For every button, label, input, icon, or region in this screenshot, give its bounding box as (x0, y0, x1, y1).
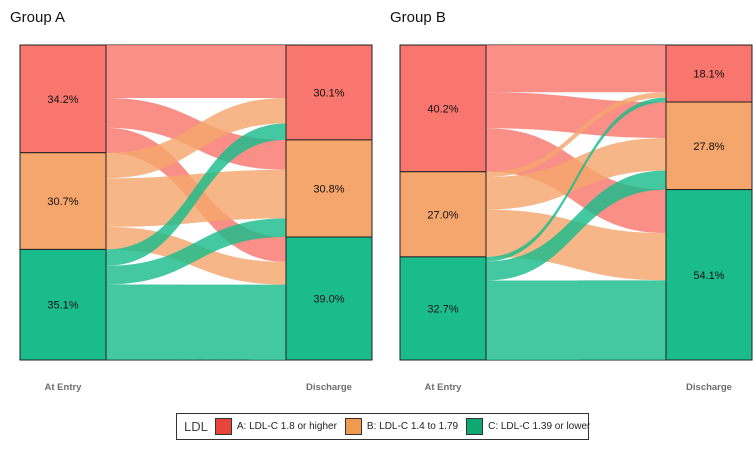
panel-2-entry-bar-b (399, 171, 487, 258)
panel-1-discharge-bar-a (285, 44, 373, 141)
panel-1-entry-label-b: 30.7% (47, 196, 78, 208)
legend-item-b: B: LDL-C 1.4 to 1.79 (344, 418, 459, 435)
panel-1-flow-c-to-a (106, 123, 286, 266)
panel-1-entry-label-a: 34.2% (47, 94, 78, 106)
panel-2-flow-b-to-c (486, 209, 666, 281)
panel-1-entry-label-c: 35.1% (47, 300, 78, 312)
panel-1-discharge-label-b: 30.8% (313, 183, 344, 195)
panel-2-entry-label-b: 27.0% (427, 209, 458, 221)
panel-2-flow-c-to-a (486, 97, 666, 262)
panel-1-entry-bar-a (19, 44, 107, 154)
panel-1-discharge-label-c: 39.0% (313, 294, 344, 306)
panel-1-discharge-bar-c (285, 236, 373, 361)
panel-2-flow-a-to-a (486, 45, 666, 93)
legend-swatch-b (344, 418, 362, 435)
panel-2-entry-label-a: 40.2% (427, 103, 458, 115)
legend-item-a: A: LDL-C 1.8 or higher (214, 418, 337, 435)
legend-label-c: C: LDL-C 1.39 or lower (488, 421, 591, 432)
legend-swatch-a (214, 418, 232, 435)
panel-2-discharge-label-c: 54.1% (693, 270, 724, 282)
panel-2-xlabel-entry: At Entry (425, 382, 463, 393)
panel-1-flow-c-to-b (106, 218, 286, 285)
panel-2-flow-c-to-c (486, 280, 666, 360)
panel-2-flow-b-to-a (486, 92, 666, 178)
panel-2-entry-label-c: 32.7% (427, 303, 458, 315)
legend-label-b: B: LDL-C 1.4 to 1.79 (366, 421, 459, 432)
panel-2-entry-bar-c (399, 256, 487, 361)
panel-2-flow-c-to-b (486, 170, 666, 281)
panel-2-flow-b-to-b (486, 137, 666, 210)
panel-1-discharge-label-a: 30.1% (313, 87, 344, 99)
panel-2-xlabel-discharge: Discharge (686, 382, 732, 393)
panel-1-title: Group A (10, 9, 65, 26)
legend-label-a: A: LDL-C 1.8 or higher (236, 421, 337, 432)
panel-2-discharge-bar-c (665, 189, 753, 361)
panel-2-discharge-label-a: 18.1% (693, 69, 724, 81)
legend-title: LDL (184, 419, 208, 434)
panel-2-discharge-label-b: 27.8% (693, 141, 724, 153)
panel-2-discharge-bar-b (665, 101, 753, 191)
panel-1-flow-b-to-a (106, 97, 286, 179)
legend-item-c: C: LDL-C 1.39 or lower (466, 418, 590, 435)
panel-1-xlabel-entry: At Entry (45, 382, 83, 393)
legend: LDL A: LDL-C 1.8 or higher B: LDL-C 1.4 … (176, 413, 590, 440)
legend-swatch-c (466, 418, 484, 435)
panel-2-discharge-bar-a (665, 44, 753, 103)
panel-1-flow-c-to-c (106, 284, 286, 360)
panel-1-flow-a-to-a (106, 45, 286, 98)
panel-2-title: Group B (390, 9, 446, 26)
panel-1-xlabel-discharge: Discharge (306, 382, 352, 393)
panel-1-entry-bar-c (19, 248, 107, 361)
panel-2-entry-bar-a (399, 44, 487, 173)
panel-1-discharge-bar-b (285, 139, 373, 238)
panel-1-entry-bar-b (19, 152, 107, 250)
alluvial-chart: Group A 34.2% 30.1% 30.7% 30.8% 35.1% 39.0% At … (10, 9, 753, 393)
